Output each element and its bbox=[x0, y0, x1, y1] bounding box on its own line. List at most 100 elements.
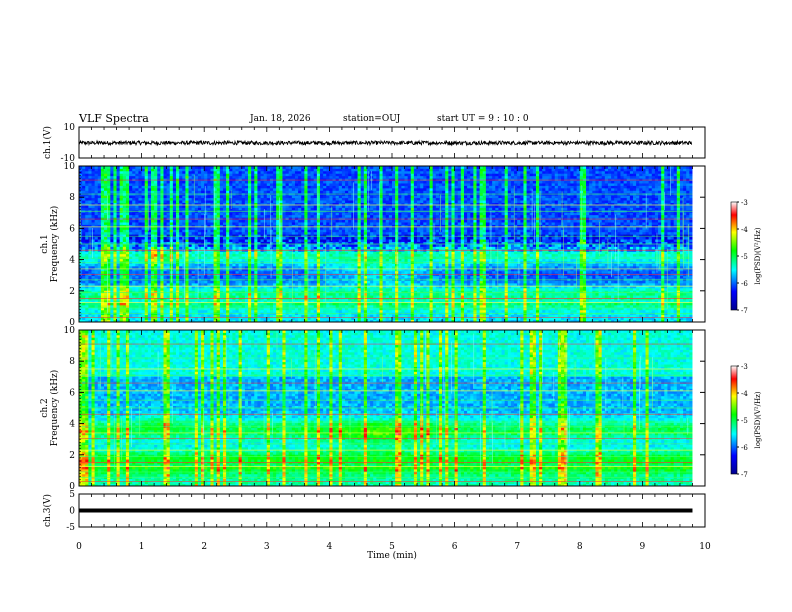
spectrogram-cell bbox=[132, 295, 136, 298]
spectrogram-cell bbox=[239, 259, 243, 262]
spectrogram-cell bbox=[101, 266, 105, 269]
spectrogram-cell bbox=[95, 293, 99, 296]
spectrogram-cell bbox=[107, 227, 111, 230]
spectrogram-cell bbox=[82, 190, 86, 193]
spectrogram-cell bbox=[261, 254, 265, 257]
spectrogram-cell bbox=[95, 237, 99, 240]
spectrogram-cell bbox=[189, 259, 193, 262]
spectrogram-cell bbox=[160, 188, 164, 191]
spectrogram-cell bbox=[257, 183, 261, 186]
spectrogram-cell bbox=[142, 227, 146, 230]
spectrogram-cell bbox=[160, 254, 164, 257]
spectrogram-cell bbox=[164, 305, 168, 308]
ch1-waveform-panel: 10-10ch.1(V) bbox=[42, 123, 705, 164]
spectrogram-cell bbox=[270, 305, 274, 308]
spectrogram-cell bbox=[113, 244, 117, 247]
spectrogram-cell bbox=[145, 254, 149, 257]
spectrogram-cell bbox=[189, 181, 193, 184]
spectrogram-cell bbox=[120, 276, 124, 279]
spectrogram-cell bbox=[192, 173, 196, 176]
spectrogram-cell bbox=[304, 229, 308, 232]
spectrogram-cell bbox=[151, 183, 155, 186]
spectrogram-cell bbox=[311, 290, 315, 293]
spectrogram-cell bbox=[217, 195, 221, 198]
spectrogram-cell bbox=[92, 212, 96, 215]
spectrogram-cell bbox=[295, 181, 299, 184]
spectrogram-cell bbox=[126, 176, 130, 179]
spectrogram-cell bbox=[82, 178, 86, 181]
spectrogram-cell bbox=[270, 212, 274, 215]
spectrogram-cell bbox=[189, 298, 193, 301]
spectrogram-cell bbox=[126, 288, 130, 291]
spectrogram-cell bbox=[214, 178, 218, 181]
spectrogram-cell bbox=[113, 237, 117, 240]
spectrogram-cell bbox=[314, 188, 318, 191]
spectrogram-cell bbox=[92, 259, 96, 262]
spectrogram-cell bbox=[317, 303, 321, 306]
spectrogram-cell bbox=[126, 212, 130, 215]
spectrogram-cell bbox=[236, 281, 240, 284]
spectrogram-cell bbox=[170, 212, 174, 215]
spectrogram-cell bbox=[132, 254, 136, 257]
spectrogram-cell bbox=[154, 183, 158, 186]
spectrogram-cell bbox=[304, 222, 308, 225]
spectrogram-cell bbox=[217, 198, 221, 201]
spectrogram-cell bbox=[95, 305, 99, 308]
spectrogram-cell bbox=[311, 181, 315, 184]
spectrogram-cell bbox=[160, 207, 164, 210]
spectrogram-cell bbox=[204, 207, 208, 210]
spectrogram-cell bbox=[129, 305, 133, 308]
spectrogram-cell bbox=[88, 303, 92, 306]
spectrogram-cell bbox=[298, 305, 302, 308]
spectrogram-cell bbox=[182, 310, 186, 313]
spectrogram-cell bbox=[142, 168, 146, 171]
spectrogram-cell bbox=[185, 305, 189, 308]
spectrogram-cell bbox=[173, 207, 177, 210]
spectrogram-cell bbox=[254, 246, 258, 249]
spectrogram-cell bbox=[257, 190, 261, 193]
spectrogram-cell bbox=[142, 251, 146, 254]
spectrogram-cell bbox=[207, 281, 211, 284]
spectrogram-cell bbox=[120, 239, 124, 242]
spectrogram-cell bbox=[120, 227, 124, 230]
spectrogram-cell bbox=[173, 244, 177, 247]
spectrogram-cell bbox=[101, 190, 105, 193]
spectrogram-cell bbox=[236, 303, 240, 306]
spectrogram-cell bbox=[295, 217, 299, 220]
spectrogram-cell bbox=[251, 244, 255, 247]
spectrogram-cell bbox=[185, 259, 189, 262]
spectrogram-cell bbox=[270, 288, 274, 291]
spectrogram-cell bbox=[185, 220, 189, 223]
spectrogram-cell bbox=[142, 310, 146, 313]
spectrogram-cell bbox=[95, 186, 99, 189]
spectrogram-cell bbox=[167, 171, 171, 174]
spectrogram-cell bbox=[117, 276, 121, 279]
spectrogram-cell bbox=[214, 200, 218, 203]
spectrogram-cell bbox=[120, 183, 124, 186]
spectrogram-cell bbox=[251, 237, 255, 240]
spectrogram-cell bbox=[170, 176, 174, 179]
spectrogram-cell bbox=[317, 276, 321, 279]
spectrogram-cell bbox=[307, 186, 311, 189]
spectrogram-cell bbox=[85, 186, 89, 189]
spectrogram-cell bbox=[167, 168, 171, 171]
spectrogram-cell bbox=[239, 176, 243, 179]
spectrogram-cell bbox=[164, 303, 168, 306]
spectrogram-cell bbox=[98, 188, 102, 191]
spectrogram-cell bbox=[113, 266, 117, 269]
spectrogram-cell bbox=[79, 181, 83, 184]
spectrogram-cell bbox=[214, 271, 218, 274]
spectrogram-cell bbox=[173, 215, 177, 218]
spectrogram-cell bbox=[117, 181, 121, 184]
spectrogram-cell bbox=[207, 237, 211, 240]
spectrogram-cell bbox=[232, 195, 236, 198]
spectrogram-cell bbox=[261, 229, 265, 232]
spectrogram-cell bbox=[195, 181, 199, 184]
spectrogram-cell bbox=[273, 305, 277, 308]
spectrogram-cell bbox=[214, 295, 218, 298]
spectrogram-cell bbox=[311, 266, 315, 269]
spectrogram-cell bbox=[135, 293, 139, 296]
spectrogram-cell bbox=[214, 229, 218, 232]
spectrogram-cell bbox=[301, 190, 305, 193]
spectrogram-cell bbox=[113, 207, 117, 210]
